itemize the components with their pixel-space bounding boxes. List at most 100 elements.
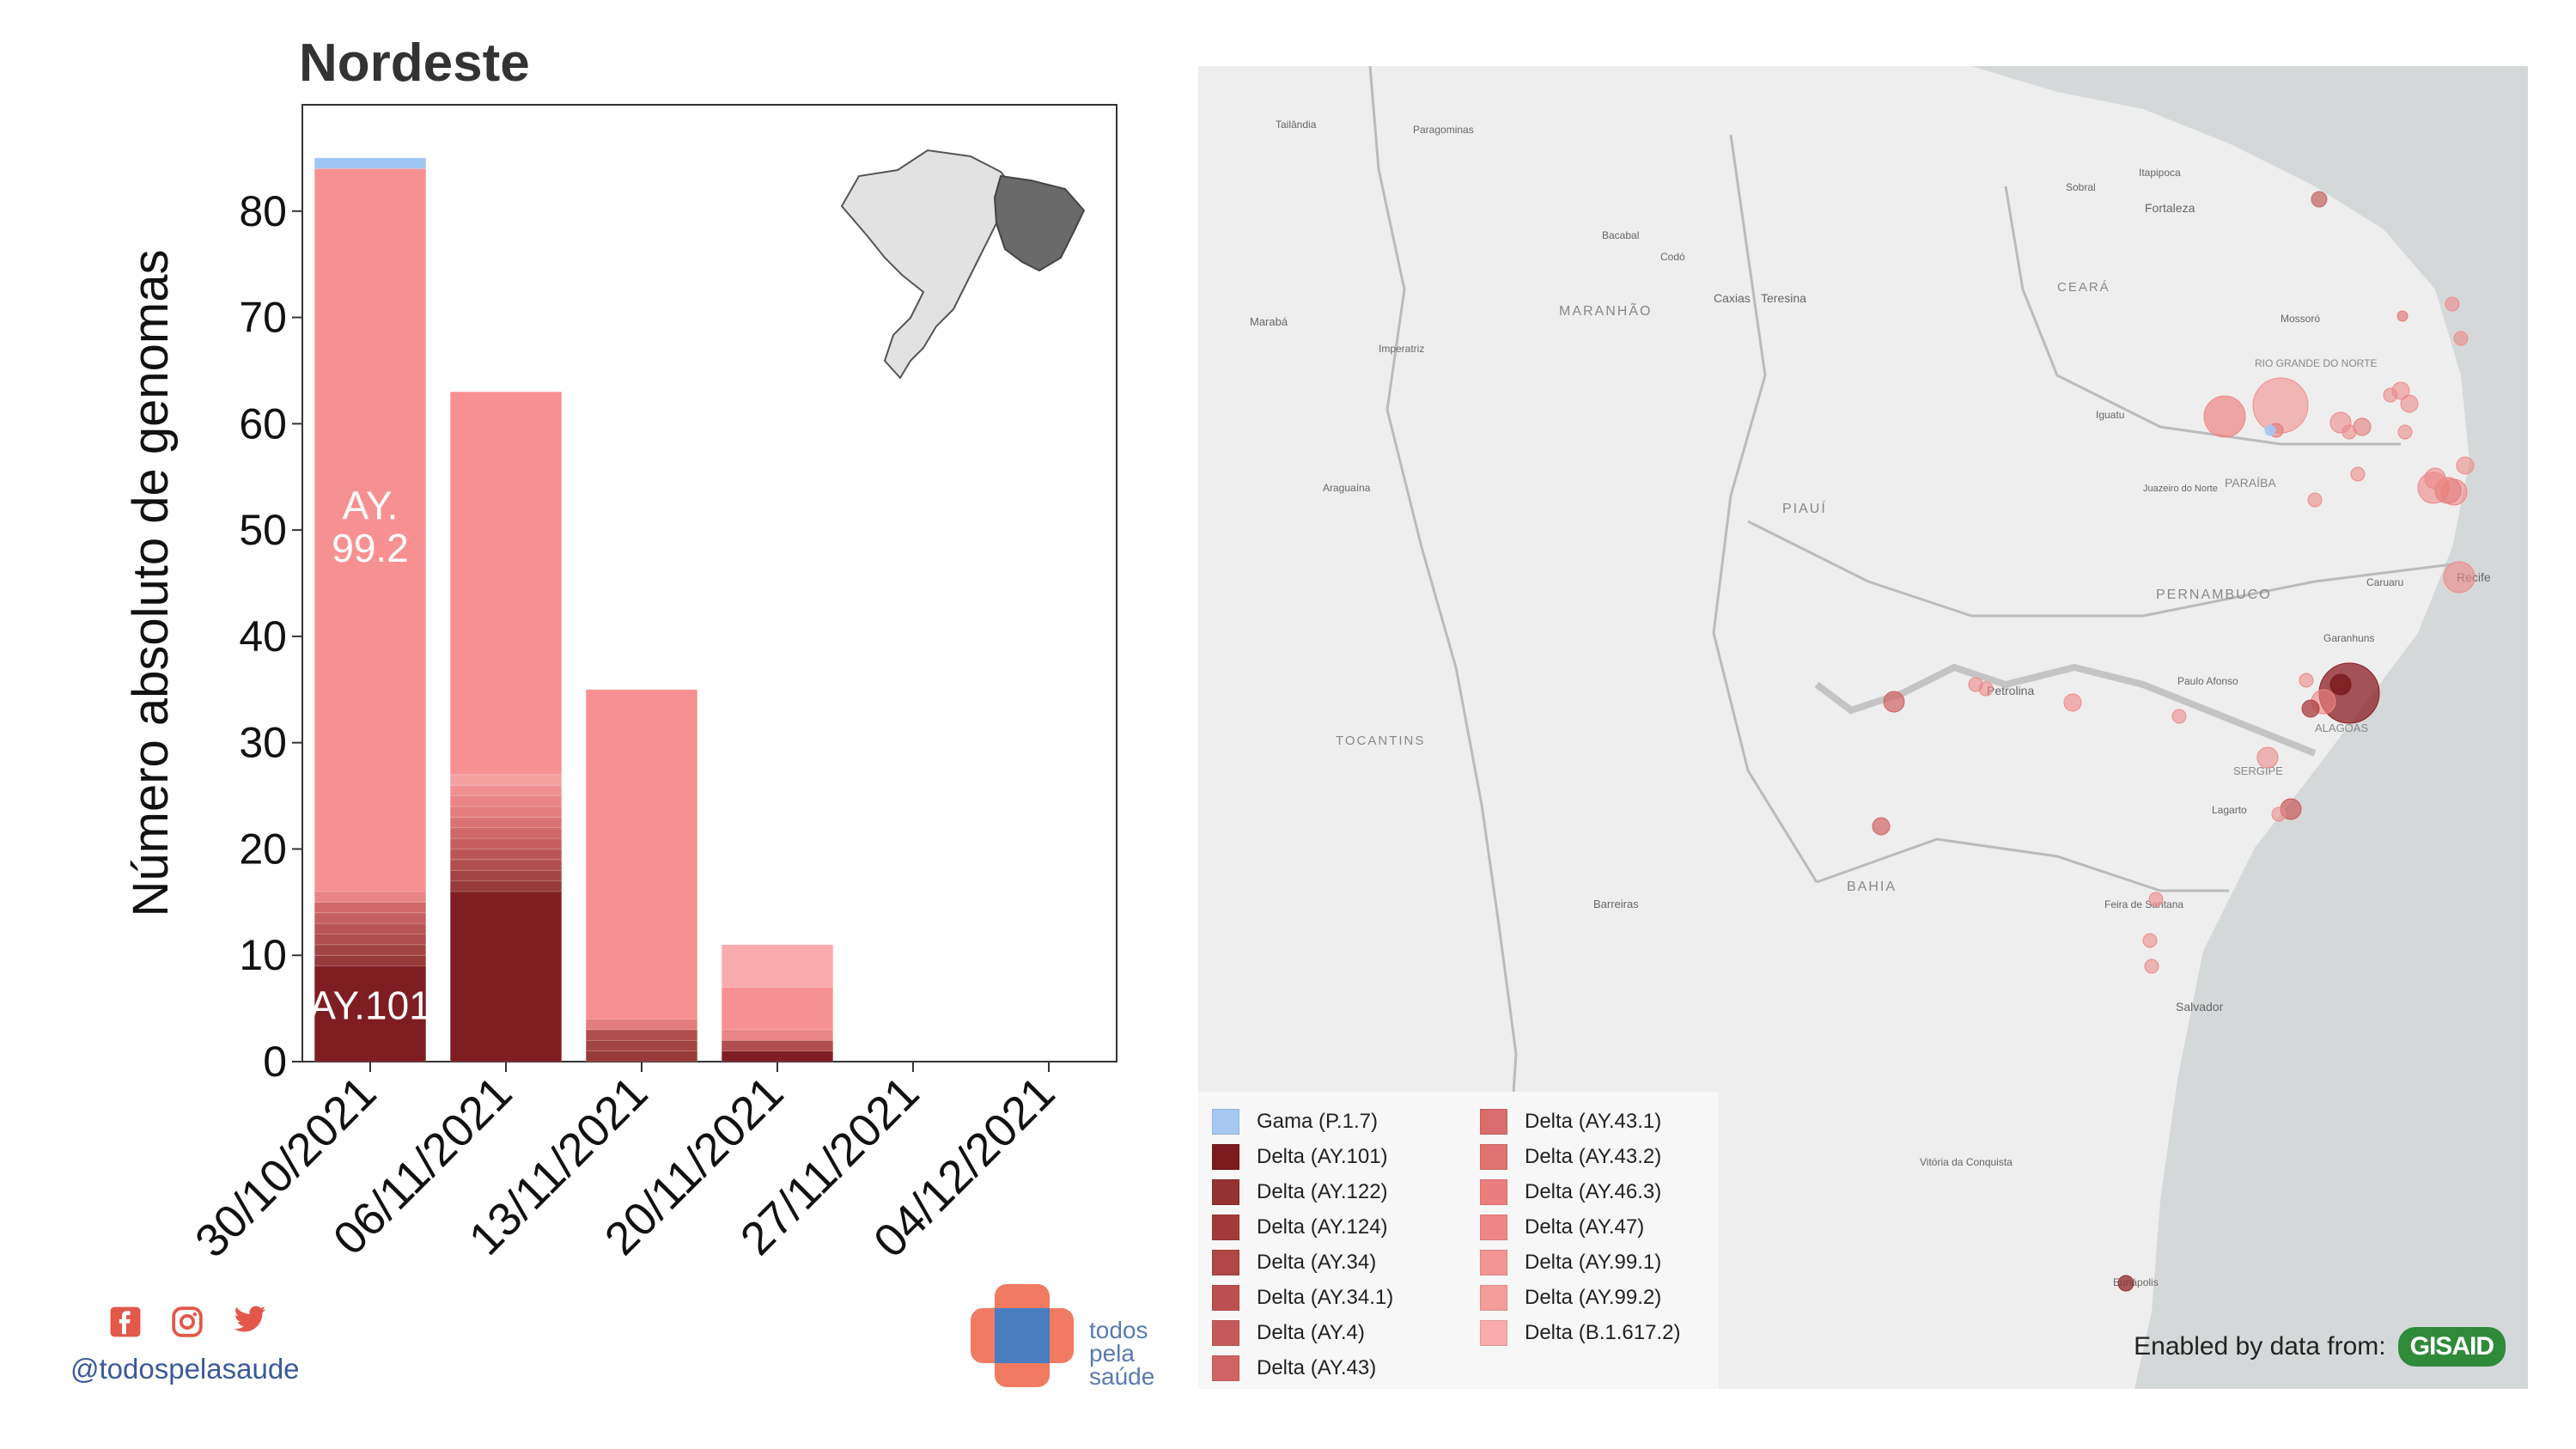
map-place-label: SERGIPE: [2233, 764, 2283, 777]
brazil-inset-map: [840, 149, 1086, 380]
sample-point: [2203, 395, 2246, 438]
facebook-icon[interactable]: [109, 1306, 142, 1346]
legend-swatch: [1212, 1249, 1239, 1275]
bar-segment: [449, 827, 563, 839]
legend-swatch: [1480, 1284, 1507, 1311]
legend-item: Delta (AY.122): [1212, 1174, 1393, 1209]
map-place-label: Sobral: [2066, 181, 2096, 193]
bar-segment: [314, 922, 427, 935]
bar-annotation: AY.101: [309, 983, 431, 1027]
legend-label: Delta (AY.99.2): [1525, 1285, 1662, 1309]
sample-point: [2350, 466, 2366, 482]
sample-point: [1872, 817, 1891, 836]
sample-point: [2144, 959, 2159, 974]
legend-item: Delta (AY.47): [1480, 1209, 1680, 1245]
map-place-label: PARAÍBA: [2225, 476, 2276, 490]
social-icons: [109, 1306, 300, 1346]
sample-point: [2453, 331, 2469, 346]
brand-line: pela: [1089, 1340, 1135, 1367]
legend-item: Delta (AY.34.1): [1212, 1280, 1393, 1315]
map-place-label: Caruaru: [2366, 576, 2403, 588]
sample-point: [2445, 296, 2460, 312]
todos-pela-saude-logo: [971, 1284, 1074, 1387]
bar-segment: [449, 816, 563, 829]
lineage-map[interactable]: Fortaleza CEARÁ MARANHÃO PIAUÍ RIO GRANDE DO…: [1198, 66, 2528, 1389]
bar-segment: [449, 774, 563, 786]
map-place-label: Feira de Santana: [2104, 898, 2183, 910]
logo-cross-center: [995, 1308, 1050, 1363]
map-place-label: CEARÁ: [2057, 280, 2110, 295]
brand-wordmark: todos pela saúde: [1089, 1317, 1154, 1389]
y-tick-label: 70: [239, 294, 287, 342]
map-place-label: Juazeiro do Norte: [2143, 484, 2218, 494]
bar-segment: [585, 1029, 698, 1041]
state-border: [1712, 134, 1818, 883]
legend-label: Delta (AY.124): [1257, 1215, 1388, 1239]
bar-segment: [449, 891, 563, 1062]
sample-point: [2424, 467, 2446, 490]
sao-francisco-river: [1814, 663, 2317, 757]
legend-item: Delta (AY.43.2): [1480, 1139, 1680, 1174]
legend-item: Delta (AY.4): [1212, 1315, 1393, 1350]
plot-area: [301, 104, 1117, 1062]
legend-item: Delta (B.1.617.2): [1480, 1315, 1680, 1350]
sample-point: [2329, 673, 2352, 696]
sample-point: [2063, 693, 2082, 712]
bar-segment: [449, 837, 563, 849]
legend-item: Delta (AY.46.3): [1480, 1174, 1680, 1209]
bar-segment: [449, 859, 563, 871]
map-place-label: Salvador: [2176, 1000, 2224, 1014]
bar-segment: [449, 848, 563, 861]
sample-point: [2148, 892, 2164, 907]
map-place-label: Lagarto: [2212, 804, 2247, 816]
bar-segment: [449, 391, 563, 776]
bar-segment: [585, 1050, 698, 1062]
legend-item: Delta (AY.124): [1212, 1209, 1393, 1245]
map-place-label: Marabá: [1250, 315, 1288, 328]
legend-swatch: [1212, 1214, 1239, 1240]
y-axis-label: Número absoluto de genomas: [123, 249, 179, 916]
sample-point: [1968, 677, 1983, 692]
map-legend: Gama (P.1.7) Delta (AY.101) Delta (AY.12…: [1198, 1092, 1719, 1389]
bar-segment: [449, 880, 563, 892]
bar-segment: [314, 891, 427, 903]
twitter-icon[interactable]: [233, 1306, 267, 1346]
bar-segment: [314, 944, 427, 956]
sample-point: [2264, 424, 2276, 436]
social-footer: @todospelasaude: [70, 1306, 300, 1385]
legend-swatch: [1480, 1214, 1507, 1240]
legend-label: Delta (AY.4): [1257, 1320, 1365, 1344]
sample-point: [2171, 709, 2187, 724]
legend-column-1: Gama (P.1.7) Delta (AY.101) Delta (AY.12…: [1212, 1104, 1393, 1385]
legend-label: Delta (AY.99.1): [1525, 1250, 1662, 1274]
y-tick-label: 50: [239, 506, 287, 554]
bar-segment: [449, 795, 563, 807]
sample-point: [2397, 424, 2413, 440]
brand-line: todos: [1089, 1317, 1148, 1343]
social-handle[interactable]: @todospelasaude: [70, 1353, 300, 1385]
state-border: [2004, 186, 2401, 446]
map-place-label: Itapipoca: [2139, 167, 2181, 179]
y-tick-label: 10: [239, 931, 287, 979]
legend-swatch: [1212, 1108, 1239, 1135]
map-place-label: Petrolina: [1987, 684, 2034, 697]
legend-label: Delta (B.1.617.2): [1525, 1320, 1681, 1344]
legend-column-2: Delta (AY.43.1) Delta (AY.43.2) Delta (A…: [1480, 1104, 1680, 1350]
legend-label: Delta (AY.47): [1525, 1215, 1645, 1239]
map-place-label: Tailândia: [1276, 119, 1317, 131]
map-place-label: Barreiras: [1593, 898, 1639, 910]
genome-bar-chart: 0 10 20 30 40 50 60 70 80 Número absoluto de geno…: [123, 104, 1117, 1268]
map-credit: Enabled by data from: GISAID: [2134, 1327, 2506, 1367]
legend-swatch: [1480, 1143, 1507, 1170]
bar-segment: [721, 986, 834, 1031]
page-title: Nordeste: [299, 33, 530, 93]
sample-point: [2256, 746, 2279, 769]
y-tick-label: 0: [263, 1038, 287, 1086]
map-place-label: Teresina: [1761, 291, 1806, 305]
sample-point: [2391, 381, 2410, 400]
gisaid-logo[interactable]: GISAID: [2397, 1327, 2506, 1367]
y-tick-label: 20: [239, 825, 287, 873]
sample-point: [2117, 1275, 2134, 1292]
instagram-icon[interactable]: [171, 1306, 204, 1346]
sample-point: [2299, 673, 2314, 688]
